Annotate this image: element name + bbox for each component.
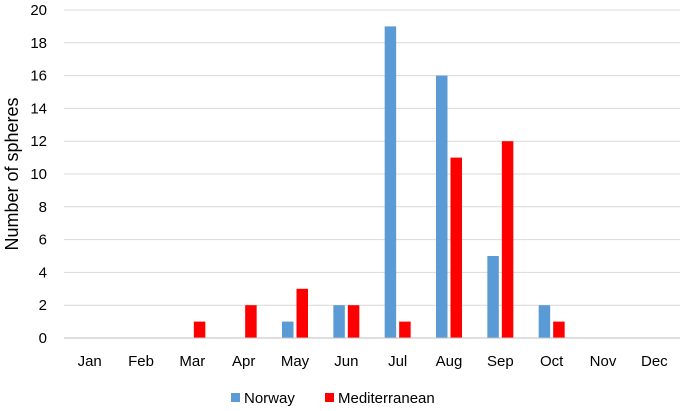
y-tick-label: 4 (39, 264, 47, 281)
y-tick-label: 12 (30, 133, 47, 150)
y-tick-label: 8 (39, 199, 47, 216)
y-tick-label: 10 (30, 166, 47, 183)
x-tick-label: Nov (590, 353, 617, 370)
bar-mediterranean-apr (245, 305, 257, 338)
bar-norway-aug (436, 75, 448, 338)
x-category-labels: Jan Feb Mar Apr May Jun Jul Aug Sep Oct Nov Dec (78, 353, 669, 370)
x-tick-label: Jul (388, 353, 407, 370)
x-tick-label: Dec (641, 353, 668, 370)
bar-mediterranean-oct (553, 321, 565, 338)
bar-mediterranean-mar (193, 321, 206, 338)
bar-mediterranean-aug (450, 157, 462, 338)
bar-norway-may (282, 321, 294, 338)
legend: Norway Mediterranean (231, 390, 435, 407)
legend-label-norway: Norway (244, 390, 295, 407)
y-tick-label: 0 (39, 330, 47, 347)
y-axis-title: Number of spheres (2, 97, 22, 250)
x-tick-label: Jun (334, 353, 358, 370)
gridlines (64, 9, 680, 306)
y-tick-labels: 0 2 4 6 8 10 12 14 16 18 20 (30, 2, 47, 347)
x-tick-label: Oct (540, 353, 564, 370)
y-tick-label: 18 (30, 35, 47, 52)
legend-swatch-mediterranean (325, 393, 334, 402)
bar-norway-sep (487, 256, 499, 338)
x-tick-label: Jan (78, 353, 102, 370)
bars (193, 26, 565, 339)
x-tick-label: Aug (436, 353, 463, 370)
x-tick-label: Apr (232, 353, 255, 370)
y-tick-label: 14 (30, 100, 47, 117)
bar-norway-jul (384, 26, 397, 339)
bar-mediterranean-jun (347, 305, 360, 338)
legend-label-mediterranean: Mediterranean (338, 390, 435, 407)
bar-mediterranean-may (296, 288, 308, 338)
y-tick-label: 6 (39, 232, 47, 249)
x-tick-label: Mar (179, 353, 205, 370)
x-tick-label: Sep (487, 353, 514, 370)
bar-norway-jun (333, 305, 345, 338)
legend-swatch-norway (231, 393, 240, 402)
x-tick-label: Feb (128, 353, 154, 370)
bar-mediterranean-sep (501, 141, 514, 338)
y-tick-label: 2 (39, 297, 47, 314)
x-tick-label: May (281, 353, 310, 370)
bar-norway-oct (538, 305, 551, 338)
y-tick-label: 20 (30, 2, 47, 19)
y-tick-label: 16 (30, 68, 47, 85)
bar-mediterranean-jul (399, 321, 411, 338)
